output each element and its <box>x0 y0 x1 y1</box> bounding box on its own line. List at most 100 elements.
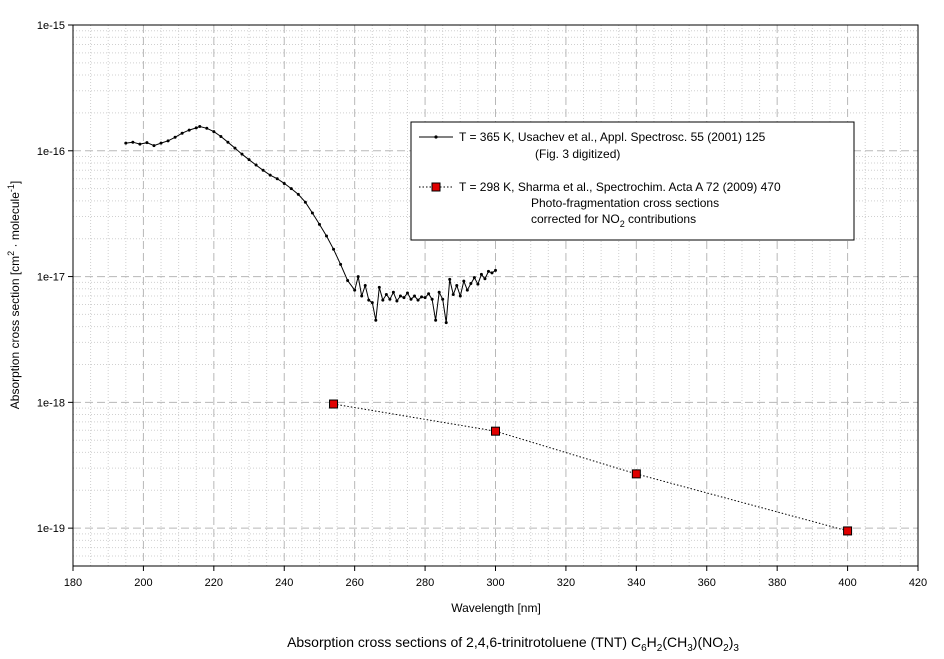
data-point <box>494 268 497 272</box>
legend-label-usachev: T = 365 K, Usachev et al., Appl. Spectro… <box>459 130 766 144</box>
legend-note-usachev: (Fig. 3 digitized) <box>535 147 620 161</box>
chart-caption-part: 2 <box>723 643 729 654</box>
legend-sample-marker-sharma <box>431 182 441 192</box>
data-point <box>180 131 184 135</box>
data-point <box>455 283 459 287</box>
data-point <box>356 275 360 279</box>
chart-caption-prefix: Absorption cross sections of 2,4,6-trini… <box>287 634 641 650</box>
legend-note-sharma-1: Photo-fragmentation cross sections <box>531 196 719 210</box>
y-tick-labels: 1e-19 1e-18 1e-17 1e-16 1e-15 <box>37 20 65 535</box>
data-point <box>451 293 455 297</box>
data-point <box>462 279 466 283</box>
data-point <box>360 294 364 298</box>
data-point <box>310 211 314 215</box>
data-point <box>479 272 483 276</box>
x-tick-label: 260 <box>345 577 363 589</box>
series-1 <box>329 399 853 536</box>
y-axis-title-middle: · molecule <box>8 192 22 251</box>
data-point <box>173 135 177 139</box>
data-point <box>226 140 230 144</box>
data-point <box>198 124 202 128</box>
y-axis-title-prefix: Absorption cross section [cm <box>8 256 22 409</box>
data-point <box>413 294 417 298</box>
data-point <box>441 297 445 301</box>
x-tick-label: 380 <box>768 577 786 589</box>
data-point <box>247 158 251 162</box>
legend-label-sharma: T = 298 K, Sharma et al., Spectrochim. A… <box>459 180 781 194</box>
data-point <box>303 200 307 204</box>
data-point <box>138 142 142 146</box>
data-point <box>363 283 367 287</box>
data-point <box>381 298 385 302</box>
y-axis-title-sup1: 2 <box>6 251 16 256</box>
major-grid <box>73 25 918 566</box>
series-0 <box>124 124 497 325</box>
x-tick-label: 340 <box>627 577 645 589</box>
y-tick-label: 1e-17 <box>37 272 65 284</box>
data-point <box>434 318 438 322</box>
data-point <box>409 297 413 301</box>
data-point-marker <box>843 526 853 536</box>
chart-caption-part: 3 <box>687 643 693 654</box>
data-point <box>240 152 244 156</box>
x-tick-label: 300 <box>486 577 504 589</box>
data-point <box>448 277 452 281</box>
x-tick-label: 420 <box>909 577 927 589</box>
legend-note-sharma-2: corrected for NO2 contributions <box>531 212 696 229</box>
data-point <box>437 290 441 294</box>
data-point-marker <box>491 426 500 436</box>
y-axis-title-sup2: -1 <box>6 184 16 192</box>
data-point <box>405 291 409 295</box>
data-point <box>346 279 350 283</box>
x-tick-label: 280 <box>416 577 434 589</box>
chart-caption-part: ) <box>729 634 734 650</box>
data-point <box>152 144 156 148</box>
data-point <box>131 140 135 144</box>
chart-caption-part: 2 <box>657 643 663 654</box>
data-point <box>374 318 378 322</box>
data-point <box>205 126 209 130</box>
data-point <box>486 269 490 273</box>
data-point <box>465 288 469 292</box>
data-point <box>159 141 163 145</box>
data-point-marker <box>329 399 339 409</box>
data-point-marker <box>631 469 641 479</box>
x-tick-labels: 180 200 220 240 260 280 300 320 340 360 380 400 420 <box>64 577 927 589</box>
data-point <box>420 295 424 299</box>
data-point <box>384 293 388 297</box>
data-point <box>490 271 494 275</box>
data-point <box>275 177 279 181</box>
y-tick-label: 1e-19 <box>37 523 65 535</box>
chart-caption-part: 6 <box>641 643 647 654</box>
data-point <box>391 290 395 294</box>
data-point <box>317 222 321 226</box>
data-point <box>472 276 476 280</box>
legend-box <box>410 121 855 241</box>
data-point <box>124 141 128 145</box>
legend-note-sharma-2-sub: 2 <box>620 219 625 229</box>
data-point <box>427 292 431 296</box>
chart-caption-part: H <box>647 634 657 650</box>
data-point <box>339 262 343 266</box>
data-point <box>145 141 149 145</box>
series-line-1 <box>333 403 848 532</box>
data-point <box>268 173 272 177</box>
data-point <box>282 181 286 185</box>
data-point <box>332 247 336 251</box>
data-point <box>367 298 371 302</box>
data-point <box>398 294 402 298</box>
data-point <box>458 294 462 298</box>
data-point <box>289 187 293 191</box>
y-axis-title: Absorption cross section [cm2 · molecule… <box>6 181 22 409</box>
data-point <box>166 139 170 143</box>
data-point <box>194 126 198 130</box>
data-point <box>296 192 300 196</box>
data-point <box>325 234 328 238</box>
data-point <box>483 277 487 281</box>
data-point <box>416 298 420 302</box>
data-point <box>212 130 216 134</box>
x-tick-label: 360 <box>698 577 716 589</box>
data-point <box>187 128 191 132</box>
data-point <box>430 297 434 301</box>
